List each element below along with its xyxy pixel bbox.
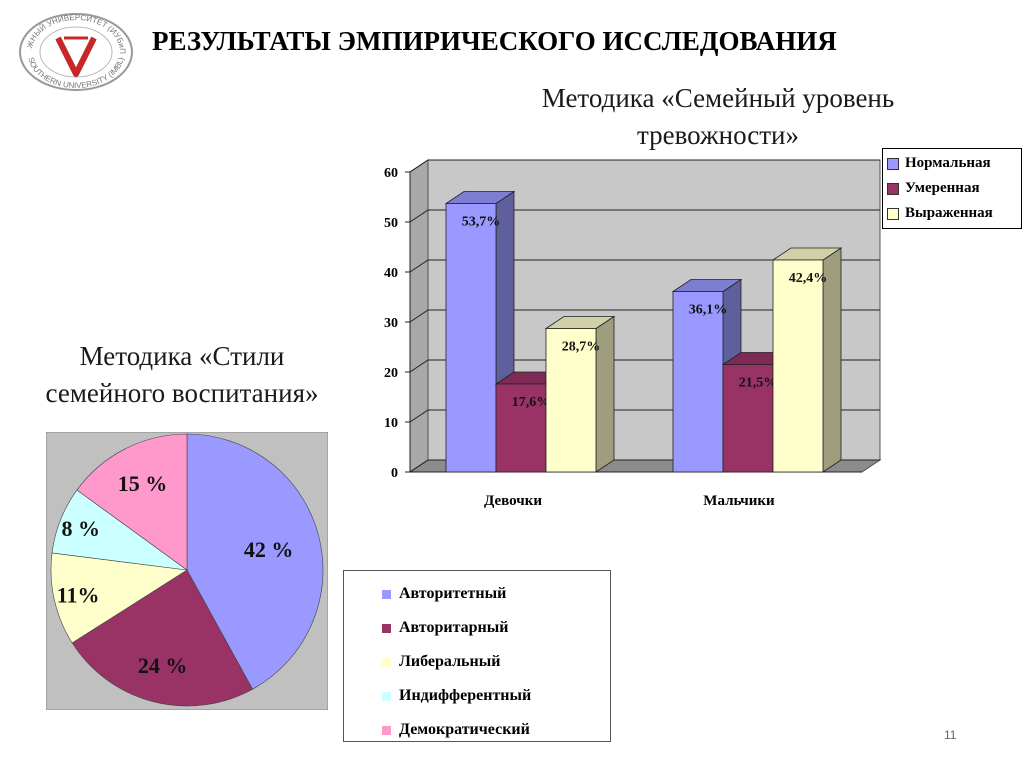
x-category-label: Мальчики [703,493,775,509]
bar-legend-swatch [887,182,899,195]
pie-legend-label: Демократический [399,721,530,738]
pie-legend-label: Индифферентный [399,687,532,704]
bar-chart-title: Методика «Семейный уровень тревожности» [478,80,958,154]
bar-chart-legend: Нормальная Умеренная Выраженная [882,148,1022,229]
bar [771,247,843,473]
logo-emblem [55,36,97,77]
pie-data-label: 42 % [244,537,294,562]
bar [544,315,616,473]
pie-legend-swatch [382,657,391,667]
pie-legend-item: Либеральный [382,645,610,679]
page-title: РЕЗУЛЬТАТЫ ЭМПИРИЧЕСКОГО ИССЛЕДОВАНИЯ [152,26,837,56]
pie-legend-item: Авторитарный [382,611,610,645]
bar-front [772,259,824,473]
pie-data-label: 11% [57,582,100,607]
pie-chart-title-line2: семейного воспитания» [45,378,319,408]
pie-slice [71,569,253,707]
bar-data-label: 21,5% [739,376,778,391]
bar-chart: 0 10 20 30 40 50 60 53,7% 17,6% 28,7% Девочки 36,1%… [384,159,882,509]
pie-chart: 42 % 24 % 11% 8 % 15 % [46,432,328,710]
pie-legend-swatch [382,691,391,701]
bar-front [672,291,724,473]
bar-front [495,383,547,473]
pie-data-label: 8 % [62,516,101,541]
bar-data-label: 36,1% [689,303,728,318]
bar-chart-title-line1: Методика «Семейный уровень [541,83,895,113]
bar-front [722,364,774,473]
pie-slice [186,433,324,690]
y-tick-label: 40 [384,266,398,281]
gridline [409,209,880,223]
y-tick-label: 60 [384,166,398,181]
bar-data-label: 17,6% [512,395,551,410]
pie-legend-swatch [382,623,391,633]
x-category-label: Девочки [484,493,542,509]
pie-legend-item: Индифферентный [382,679,610,713]
bar-data-label: 53,7% [462,215,501,230]
pie-legend-item: Демократический [382,713,610,747]
bar-legend-item: Нормальная [887,151,1021,176]
pie-chart-title: Методика «Стили семейного воспитания» [2,338,362,412]
pie-legend-label: Авторитарный [399,619,509,636]
bar-legend-label: Умеренная [905,180,980,196]
y-tick-label: 20 [384,366,398,381]
bar-data-label: 28,7% [562,340,601,355]
gridline [409,259,880,273]
page-number: 11 [944,728,957,742]
pie-legend-item: Авторитетный [382,577,610,611]
university-logo: ЮЖНЫЙ УНИВЕРСИТЕТ (ИУБиП) SOUTHERN UNIVE… [14,8,133,91]
bar-legend-item: Выраженная [887,201,1021,226]
pie-legend-label: Либеральный [399,653,501,670]
bar-legend-swatch [887,157,899,170]
y-tick-label: 0 [391,466,398,481]
pie-data-label: 15 % [118,471,168,496]
bar-front [445,203,497,473]
bar-legend-item: Умеренная [887,176,1021,201]
bar-legend-label: Нормальная [905,155,991,171]
y-tick-label: 50 [384,216,398,231]
y-tick-label: 10 [384,416,398,431]
bar-data-label: 42,4% [789,271,828,286]
pie-slice [76,433,188,571]
pie-data-label: 24 % [138,653,188,678]
pie-legend-swatch [382,589,391,599]
gridline [409,159,880,173]
bar-legend-label: Выраженная [905,205,993,221]
pie-chart-title-line1: Методика «Стили [79,341,285,371]
pie-chart-legend: Авторитетный Авторитарный Либеральный Ин… [343,570,611,742]
bar-legend-swatch [887,207,899,220]
bar-front [545,328,597,473]
pie-legend-swatch [382,725,391,735]
pie-legend-label: Авторитетный [399,585,507,602]
bar-chart-title-line2: тревожности» [636,120,799,150]
pie-slice [50,552,188,644]
y-tick-label: 30 [384,316,398,331]
